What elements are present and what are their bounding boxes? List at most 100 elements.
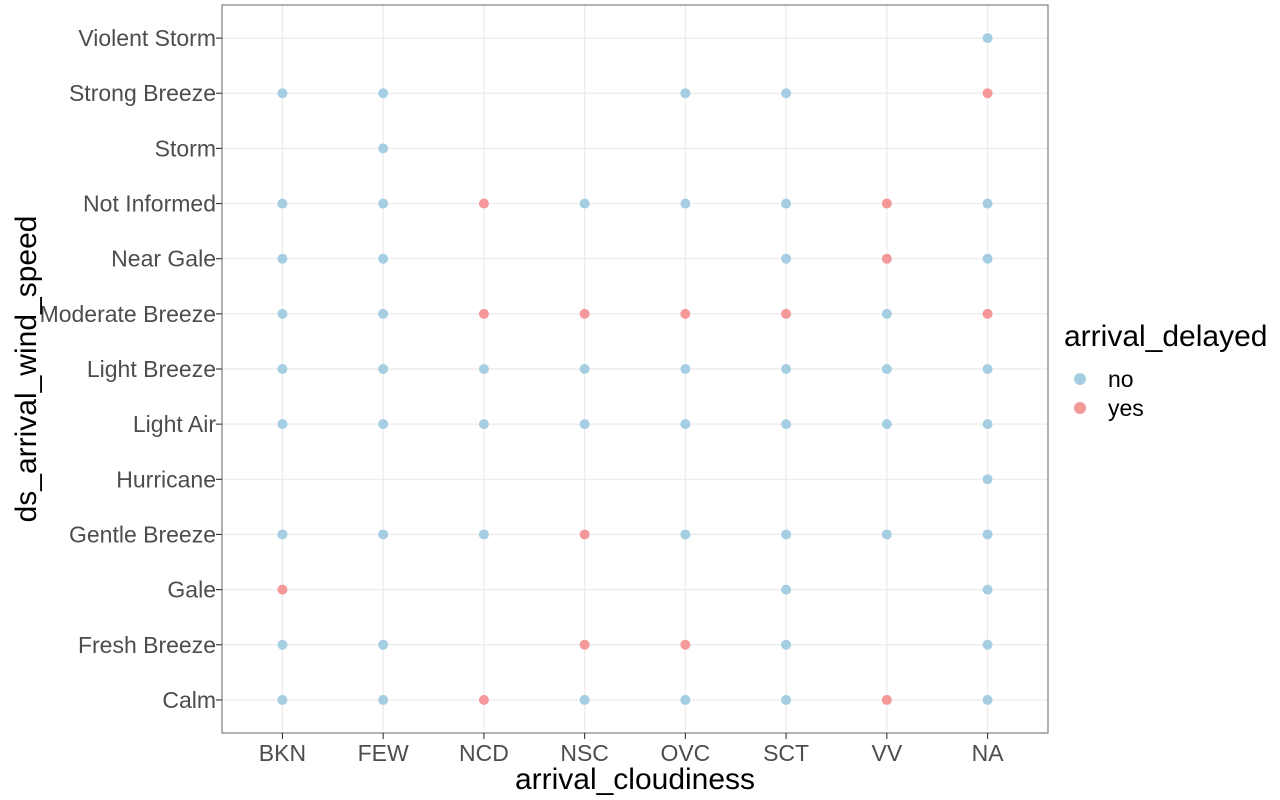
data-point-no (378, 529, 389, 540)
data-point-no (881, 419, 892, 430)
data-point-no (579, 419, 590, 430)
y-tick-label: Calm (162, 687, 216, 713)
x-tick-label: SCT (763, 740, 809, 766)
data-point-no (881, 364, 892, 374)
data-point-yes (478, 198, 489, 209)
data-point-yes (982, 88, 993, 99)
data-point-no (680, 198, 691, 209)
data-point-no (680, 364, 691, 374)
data-point-no (378, 694, 389, 705)
data-point-no (579, 364, 590, 374)
data-point-no (781, 584, 792, 595)
data-point-yes (680, 308, 691, 319)
data-point-no (579, 694, 590, 705)
data-point-no (277, 308, 288, 319)
data-point-no (277, 639, 288, 650)
data-point-yes (881, 694, 892, 705)
data-point-no (680, 88, 691, 99)
data-point-no (982, 253, 993, 264)
y-tick-label: Fresh Breeze (78, 632, 216, 658)
data-point-no (982, 639, 993, 650)
legend-title: arrival_delayed (1064, 320, 1267, 353)
data-point-yes (478, 694, 489, 705)
data-point-yes (680, 639, 691, 650)
data-point-no (378, 143, 389, 154)
data-point-yes (579, 639, 590, 650)
legend-label-yes: yes (1108, 395, 1144, 421)
data-point-no (378, 639, 389, 650)
data-point-no (781, 419, 792, 430)
data-point-yes (982, 308, 993, 319)
data-point-no (277, 198, 288, 209)
data-point-no (781, 198, 792, 209)
data-point-no (277, 88, 288, 99)
data-point-no (781, 639, 792, 650)
data-point-no (478, 364, 489, 374)
data-point-no (982, 694, 993, 705)
data-point-no (680, 529, 691, 540)
x-axis-title: arrival_cloudiness (515, 763, 755, 796)
legend-label-no: no (1108, 366, 1134, 392)
x-tick-label: BKN (259, 740, 306, 766)
data-point-yes (579, 308, 590, 319)
data-point-no (982, 364, 993, 374)
y-axis-title: ds_arrival_wind_speed (10, 216, 43, 523)
data-point-yes (478, 308, 489, 319)
x-tick-label: FEW (358, 740, 409, 766)
y-tick-label: Storm (155, 135, 216, 161)
x-tick-label: NA (972, 740, 1005, 766)
data-point-no (881, 529, 892, 540)
data-point-no (680, 694, 691, 705)
x-tick-label: NSC (560, 740, 609, 766)
data-point-no (982, 474, 993, 485)
data-point-no (781, 88, 792, 99)
data-points (277, 33, 993, 705)
data-point-no (478, 419, 489, 430)
legend: arrival_delayed no yes (1064, 320, 1267, 421)
data-point-no (277, 694, 288, 705)
data-point-no (781, 529, 792, 540)
data-point-no (982, 584, 993, 595)
x-axis: BKN FEW NCD NSC OVC SCT VV NA (259, 733, 1004, 766)
data-point-no (781, 253, 792, 264)
y-tick-label: Light Air (133, 411, 216, 437)
data-point-no (579, 198, 590, 209)
data-point-no (378, 198, 389, 209)
data-point-no (781, 694, 792, 705)
data-point-no (277, 529, 288, 540)
legend-key-yes (1074, 402, 1086, 414)
data-point-no (680, 419, 691, 430)
data-point-no (378, 419, 389, 430)
y-tick-label: Light Breeze (87, 356, 216, 382)
data-point-no (378, 364, 389, 374)
data-point-no (881, 308, 892, 319)
y-tick-label: Near Gale (111, 246, 216, 272)
data-point-no (982, 198, 993, 209)
data-point-no (277, 364, 288, 374)
data-point-yes (881, 198, 892, 209)
x-tick-label: OVC (660, 740, 710, 766)
y-tick-label: Strong Breeze (69, 80, 216, 106)
legend-entries: no yes (1074, 366, 1144, 421)
y-tick-label: Violent Storm (78, 25, 216, 51)
y-tick-label: Moderate Breeze (40, 301, 216, 327)
data-point-no (982, 33, 993, 44)
data-point-yes (579, 529, 590, 540)
data-point-no (378, 88, 389, 99)
data-point-yes (881, 253, 892, 264)
data-point-no (781, 364, 792, 374)
y-tick-label: Not Informed (83, 191, 216, 217)
data-point-yes (781, 308, 792, 319)
y-tick-label: Gentle Breeze (69, 521, 216, 547)
data-point-no (378, 253, 389, 264)
data-point-no (982, 529, 993, 540)
grid-lines (222, 5, 1048, 733)
legend-key-no (1074, 373, 1086, 385)
x-tick-label: NCD (459, 740, 509, 766)
y-tick-label: Hurricane (116, 466, 216, 492)
data-point-no (378, 308, 389, 319)
y-axis: Calm Fresh Breeze Gale Gentle Breeze Hurrica… (40, 25, 222, 713)
